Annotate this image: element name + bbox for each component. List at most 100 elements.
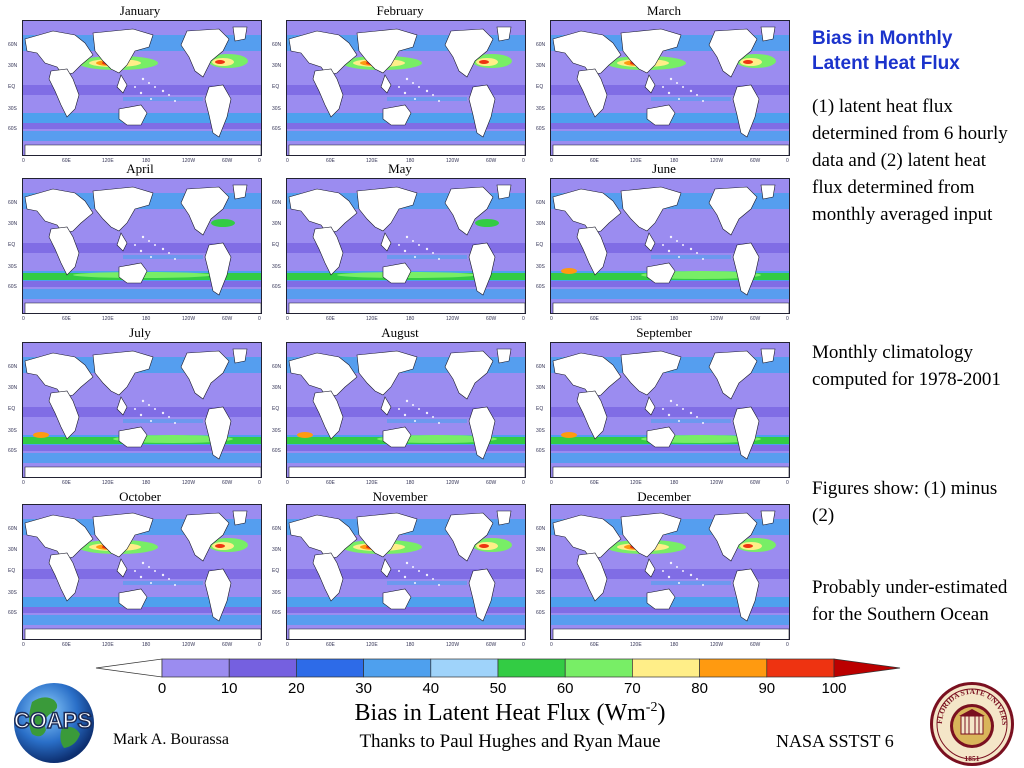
lon-tick-label: 0: [786, 316, 789, 322]
map-march: [550, 20, 790, 156]
map-title-march: March: [647, 3, 681, 18]
description-paragraph-2: Monthly climatology computed for 1978-20…: [812, 342, 1001, 390]
lon-tick-label: 0: [522, 158, 525, 164]
svg-text:1851: 1851: [965, 754, 980, 763]
map-july: [22, 342, 262, 478]
colorbar-arrow-low: [95, 658, 163, 678]
lon-tick-label: 0: [286, 642, 289, 648]
lon-tick-label: 60E: [590, 642, 599, 648]
lon-tick-label: 0: [286, 316, 289, 322]
lon-tick-label: 120E: [102, 158, 114, 164]
map-title-september: September: [636, 325, 692, 340]
map-title-july: July: [129, 325, 151, 340]
lat-tick-label: EQ: [272, 568, 280, 574]
lon-tick-label: 180: [670, 316, 679, 322]
lat-tick-label: 30S: [272, 428, 281, 434]
lon-tick-label: 60E: [62, 642, 71, 648]
colorbar-segment: [632, 658, 700, 678]
lat-tick-label: 30S: [272, 264, 281, 270]
lon-tick-label: 120W: [446, 158, 460, 164]
colorbar-tick-label: 90: [758, 680, 776, 697]
slide-title: Bias in Monthly Latent Heat Flux: [812, 28, 960, 74]
lon-tick-label: 180: [406, 158, 415, 164]
lon-tick-label: 120W: [446, 316, 460, 322]
lon-tick-label: 120W: [710, 480, 724, 486]
svg-text:COAPS: COAPS: [14, 708, 92, 733]
map-title-february: February: [376, 3, 424, 18]
figure-title-superscript: -2: [645, 700, 658, 715]
lon-tick-label: 0: [550, 158, 553, 164]
lon-tick-label: 60W: [486, 316, 497, 322]
lon-tick-label: 120W: [182, 480, 196, 486]
colorbar-tick-label: 10: [220, 680, 238, 697]
lon-tick-label: 120E: [630, 158, 642, 164]
footer-slide-label: NASA SSTST 6: [776, 731, 894, 751]
lat-tick-label: 60S: [536, 610, 545, 616]
lon-tick-label: 180: [670, 642, 679, 648]
lon-tick-label: 0: [22, 158, 25, 164]
coaps-logo: COAPS: [13, 683, 94, 763]
lon-tick-label: 0: [786, 158, 789, 164]
lat-tick-label: 60N: [536, 364, 546, 370]
lon-tick-label: 120W: [182, 158, 196, 164]
lat-tick-label: 60N: [272, 526, 282, 532]
lon-tick-label: 0: [258, 642, 261, 648]
lon-tick-label: 120E: [630, 480, 642, 486]
map-january: [22, 20, 262, 156]
lat-tick-label: 60S: [272, 610, 281, 616]
lat-tick-label: 60N: [536, 526, 546, 532]
lat-tick-label: EQ: [8, 406, 16, 412]
colorbar-segment: [766, 658, 835, 678]
map-title-november: November: [372, 489, 428, 504]
lat-tick-label: EQ: [8, 568, 16, 574]
lat-tick-label: 30S: [8, 264, 17, 270]
colorbar: [95, 658, 901, 678]
lon-tick-label: 120E: [102, 316, 114, 322]
lon-tick-label: 60W: [222, 158, 233, 164]
lon-tick-label: 120W: [182, 642, 196, 648]
lat-tick-label: 30S: [272, 106, 281, 112]
lon-tick-label: 0: [550, 316, 553, 322]
colorbar-segment: [296, 658, 364, 678]
lon-tick-label: 180: [142, 642, 151, 648]
lat-tick-label: 60S: [536, 284, 545, 290]
lat-tick-label: 30N: [536, 547, 546, 553]
acknowledgement: Thanks to Paul Hughes and Ryan Maue: [359, 731, 661, 752]
lat-tick-label: 60S: [536, 126, 545, 132]
map-may: [286, 178, 526, 314]
lat-tick-label: 30N: [536, 221, 546, 227]
lat-tick-label: 60S: [8, 126, 17, 132]
fsu-seal-logo: FLORIDA STATE UNIVERSITY 1851: [928, 680, 1014, 766]
lat-tick-label: 30N: [8, 547, 18, 553]
lat-tick-label: 30N: [536, 385, 546, 391]
map-september: [550, 342, 790, 478]
lat-tick-label: 60S: [272, 284, 281, 290]
figure-title-main: Bias in Latent Heat Flux (Wm: [354, 700, 646, 726]
lon-tick-label: 0: [550, 480, 553, 486]
lat-tick-label: EQ: [536, 406, 544, 412]
lat-tick-label: 60S: [8, 610, 17, 616]
lon-tick-label: 0: [786, 642, 789, 648]
figure-title-end: ): [657, 700, 666, 726]
lat-tick-label: 30N: [272, 63, 282, 69]
lon-tick-label: 60E: [590, 158, 599, 164]
map-october: [22, 504, 262, 640]
lat-tick-label: 60N: [272, 200, 282, 206]
lat-tick-label: 30N: [8, 221, 18, 227]
author-name: Mark A. Bourassa: [113, 731, 229, 748]
lat-tick-label: 60N: [536, 200, 546, 206]
lon-tick-label: 0: [522, 642, 525, 648]
lon-tick-label: 0: [522, 480, 525, 486]
lon-tick-label: 180: [406, 316, 415, 322]
colorbar-tick-label: 30: [355, 680, 372, 697]
colorbar-segment: [161, 658, 230, 678]
lon-tick-label: 180: [670, 158, 679, 164]
lat-tick-label: 60N: [272, 42, 282, 48]
lon-tick-label: 0: [22, 316, 25, 322]
lon-tick-label: 120W: [446, 642, 460, 648]
lat-tick-label: 30S: [8, 590, 17, 596]
lat-tick-label: 60N: [536, 42, 546, 48]
lat-tick-label: 60S: [272, 126, 281, 132]
lat-tick-label: 60S: [8, 284, 17, 290]
lon-tick-label: 180: [142, 316, 151, 322]
